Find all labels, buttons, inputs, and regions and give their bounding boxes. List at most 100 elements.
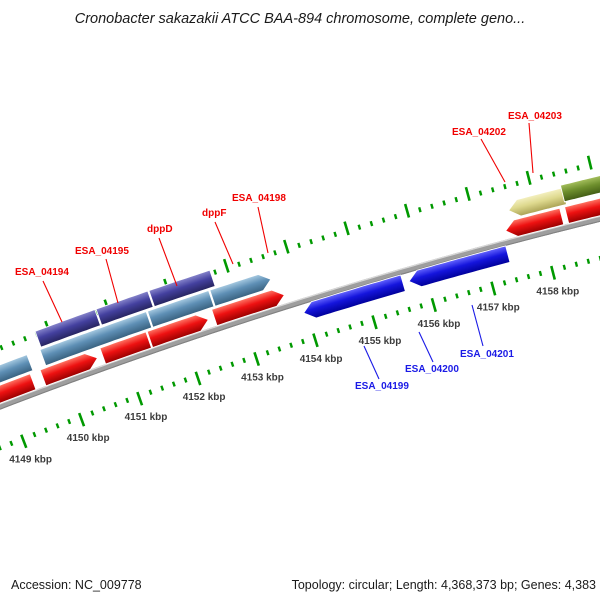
gene-arrow-p3[interactable] — [148, 269, 216, 308]
upper-ruler-tick-major — [222, 258, 230, 273]
upper-ruler-tick-minor — [357, 224, 362, 230]
lower-ruler-tick-minor — [0, 445, 2, 451]
lower-ruler-tick-minor — [455, 293, 459, 299]
upper-ruler-tick-minor — [430, 203, 434, 210]
upper-ruler-tick-minor — [564, 168, 568, 174]
lower-ruler-tick-minor — [55, 423, 60, 429]
upper-ruler-tick-major — [464, 186, 471, 202]
ruler-label: 4157 kbp — [477, 302, 520, 313]
gene-arrow-p1[interactable] — [34, 308, 102, 348]
lower-ruler-tick-minor — [395, 310, 400, 316]
upper-ruler-tick-minor — [478, 190, 483, 196]
gene-label-esa_04195[interactable]: ESA_04195 — [75, 246, 129, 257]
gene-arrow-r5[interactable] — [211, 289, 286, 327]
upper-ruler-tick-minor — [321, 235, 326, 241]
lower-ruler-tick-minor — [125, 397, 130, 404]
lower-ruler-tick-minor — [407, 306, 412, 313]
lower-ruler-tick-minor — [538, 270, 543, 277]
lower-ruler-tick-minor — [526, 273, 531, 280]
upper-ruler-tick-minor — [11, 340, 16, 346]
lower-ruler-tick-minor — [101, 406, 106, 412]
lower-ruler-tick-minor — [242, 357, 247, 364]
gene-label-esa_04203[interactable]: ESA_04203 — [508, 111, 562, 122]
gene-label-esa_04199[interactable]: ESA_04199 — [355, 381, 409, 392]
lower-ruler-tick-major — [550, 265, 557, 280]
gene-arrow-o1[interactable] — [559, 168, 600, 203]
lower-ruler-tick-minor — [574, 261, 579, 267]
lower-ruler-tick-major — [371, 315, 378, 330]
upper-ruler-tick-minor — [381, 217, 386, 223]
lower-ruler-tick-major — [253, 351, 261, 367]
lower-ruler-tick-minor — [562, 264, 567, 271]
gene-label-esa_04194[interactable]: ESA_04194 — [15, 267, 69, 278]
upper-ruler-tick-minor — [442, 200, 446, 206]
gene-arrow-b1[interactable] — [303, 274, 406, 319]
upper-ruler-tick-minor — [490, 187, 495, 193]
gene-label-esa_04200[interactable]: ESA_04200 — [405, 364, 459, 375]
gene-arrow-r2[interactable] — [39, 353, 99, 387]
lower-ruler-tick-minor — [183, 377, 188, 383]
gene-arrow-r4[interactable] — [146, 314, 210, 349]
gene-label-line — [471, 304, 484, 347]
upper-ruler-tick-minor — [23, 335, 28, 342]
lower-ruler-tick-minor — [277, 346, 282, 352]
gene-label-esa_04201[interactable]: ESA_04201 — [460, 349, 514, 360]
footer-stats: Topology: circular; Length: 4,368,373 bp… — [291, 578, 596, 592]
gene-arrow-b2[interactable] — [408, 245, 511, 288]
upper-ruler-tick-major — [343, 221, 350, 236]
lower-ruler-tick-minor — [265, 350, 270, 356]
upper-ruler-tick-minor — [333, 231, 338, 238]
gene-label-dppf[interactable]: dppF — [202, 208, 226, 219]
lower-ruler-tick-minor — [9, 440, 14, 447]
ruler-label: 4153 kbp — [241, 373, 284, 384]
lower-ruler-tick-major — [77, 412, 86, 427]
lower-ruler-tick-major — [194, 371, 202, 386]
lower-ruler-tick-minor — [148, 389, 153, 395]
lower-ruler-tick-minor — [336, 327, 341, 334]
gene-label-esa_04198[interactable]: ESA_04198 — [232, 193, 286, 204]
gene-label-line — [257, 206, 269, 254]
gene-arrow-s4[interactable] — [209, 273, 272, 307]
ruler-label: 4149 kbp — [9, 455, 52, 466]
gene-arrow-k1[interactable] — [507, 187, 568, 217]
gene-label-esa_04202[interactable]: ESA_04202 — [452, 127, 506, 138]
lower-ruler-tick-minor — [443, 296, 447, 302]
upper-ruler-tick-minor — [297, 242, 301, 249]
ruler-label: 4151 kbp — [125, 412, 168, 423]
upper-ruler-tick-minor — [237, 261, 241, 268]
gene-label-line — [105, 258, 119, 304]
gene-label-dppd[interactable]: dppD — [147, 224, 173, 235]
lower-ruler-tick-minor — [289, 342, 294, 349]
upper-ruler-tick-major — [283, 239, 290, 254]
lower-ruler-tick-minor — [32, 431, 37, 438]
gene-arrow-s1[interactable] — [0, 354, 34, 395]
lower-ruler-tick-minor — [478, 286, 483, 293]
upper-ruler-tick-minor — [393, 213, 398, 220]
lower-ruler-tick-minor — [514, 276, 519, 283]
gene-arrow-r6[interactable] — [504, 207, 565, 237]
ruler-label: 4155 kbp — [359, 336, 402, 347]
upper-ruler-tick-minor — [515, 180, 519, 187]
gene-arrow-s3[interactable] — [146, 289, 215, 328]
gene-arrow-p2[interactable] — [95, 290, 154, 326]
gene-label-line — [42, 280, 63, 323]
lower-ruler-tick-minor — [360, 320, 364, 327]
lower-ruler-tick-minor — [383, 313, 388, 320]
gene-arrow-r7[interactable] — [563, 190, 600, 224]
backbone-shadow — [0, 220, 600, 410]
lower-ruler-tick-major — [490, 281, 497, 296]
gene-arrow-r1[interactable] — [0, 373, 37, 413]
gene-arrow-r3[interactable] — [99, 331, 153, 365]
upper-ruler-tick-minor — [369, 220, 374, 227]
lower-ruler-tick-major — [20, 434, 28, 449]
gene-label-line — [158, 237, 178, 287]
lower-ruler-tick-major — [136, 391, 144, 406]
upper-ruler-tick-minor — [249, 257, 253, 264]
lower-ruler-tick-minor — [207, 369, 211, 375]
gene-arrow-s2[interactable] — [39, 311, 153, 367]
lower-ruler-tick-minor — [171, 381, 176, 387]
ruler-label: 4158 kbp — [536, 287, 579, 298]
gene-label-line — [214, 221, 234, 265]
lower-ruler-tick-minor — [113, 401, 118, 408]
